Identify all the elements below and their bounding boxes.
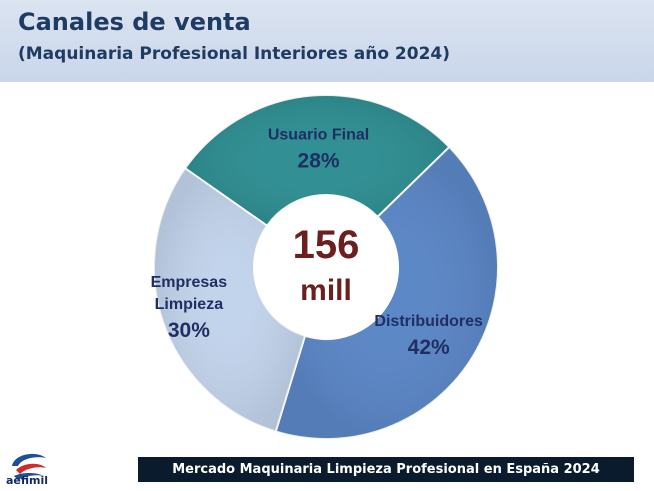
footer-banner: Mercado Maquinaria Limpieza Profesional … [138,457,634,482]
aefimil-logo-icon [12,453,46,480]
slice-labels: Usuario Final 28% Distribuidores 42% Empresa… [151,126,483,358]
slice-value-label: 28% [298,149,340,172]
slice-value-label: 30% [168,319,210,342]
slice-category-label: Limpieza [155,296,224,313]
slice-shade [185,95,450,226]
slice-shade [154,168,305,432]
slice-shade [275,147,498,440]
slice-category-label: Empresas [151,274,228,291]
logo-text: aefimil [6,474,49,487]
center-total-unit: mill [300,274,352,307]
donut-chart: 156 mill Usuario Final 28% Distribuidores 4… [151,94,499,440]
page-subtitle: (Maquinaria Profesional Interiores año 2… [18,44,451,64]
header-band: Canales de venta (Maquinaria Profesional… [0,0,654,82]
slice-value-label: 42% [408,336,450,359]
donut-hole [254,195,398,339]
slice-category-label: Usuario Final [268,126,369,143]
center-total-value: 156 [293,223,360,267]
donut-slices [153,94,499,440]
page-title: Canales de venta [18,8,251,36]
slice-category-label: Distribuidores [374,313,483,330]
